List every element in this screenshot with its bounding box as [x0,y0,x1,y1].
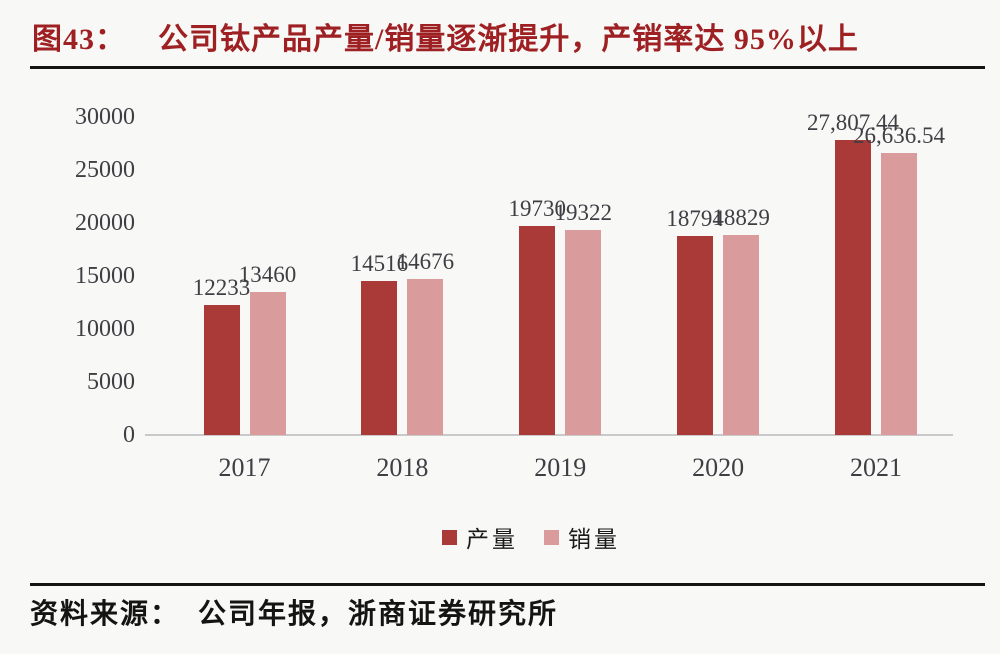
legend-item-sales: 销量 [544,520,620,554]
value-label-sales-2021: 26,636.54 [853,122,945,148]
bar-sales-2020 [723,235,760,435]
value-label-production-2020: 18794 [666,205,724,231]
y-tick-label: 10000 [75,316,135,342]
value-label-sales-2020: 18829 [712,205,770,231]
source-note: 资料来源： 公司年报，浙商证券研究所 [30,592,558,632]
value-label-production-2019: 19730 [508,195,567,221]
legend-swatch-production [442,529,457,545]
x-axis-line [145,434,953,436]
bar-production-2021 [835,140,871,435]
bar-production-2017 [203,305,240,435]
source-text: 公司年报，浙商证券研究所 [198,599,559,630]
bar-sales-2018 [407,279,444,435]
bar-production-2019 [519,225,556,435]
value-label-production-2018: 14516 [350,251,409,277]
bar-production-2020 [677,235,714,435]
bar-sales-2017 [249,292,286,435]
value-label-production-2017: 12233 [192,275,251,301]
bar-sales-2019 [565,230,602,435]
value-label-sales-2017: 13460 [238,262,297,288]
figure-title: 图43： 公司钛产品产量/销量逐渐提升，产销率达 95%以上 [32,14,859,58]
x-tick-label-2020: 2020 [692,453,745,482]
legend-swatch-sales [544,529,559,545]
legend-item-production: 产量 [442,520,518,554]
source-label: 资料来源： [30,599,181,630]
figure-number: 图43： [32,23,126,56]
y-tick-label: 5000 [87,369,135,395]
y-tick-label: 30000 [75,104,135,130]
x-tick-label-2021: 2021 [850,453,902,482]
legend-label-production: 产量 [466,527,518,552]
y-tick-label: 0 [123,422,135,448]
y-tick-label: 20000 [75,210,135,236]
x-tick-label-2017: 2017 [218,453,271,482]
top-divider [30,66,985,69]
value-label-sales-2018: 14676 [396,249,455,275]
legend-label-sales: 销量 [568,527,620,552]
x-tick-label-2018: 2018 [376,453,429,482]
chart-legend: 产量 销量 [442,520,620,554]
value-label-production-2021: 27,807.44 [807,110,899,136]
bar-production-2018 [361,281,398,435]
x-tick-label-2019: 2019 [534,453,587,482]
y-tick-label: 25000 [75,157,135,183]
y-tick-label: 15000 [75,263,135,289]
bottom-divider [30,583,985,586]
bar-sales-2021 [881,152,917,435]
figure-title-text: 公司钛产品产量/销量逐渐提升，产销率达 95%以上 [158,23,859,56]
value-label-sales-2019: 19322 [554,200,613,226]
